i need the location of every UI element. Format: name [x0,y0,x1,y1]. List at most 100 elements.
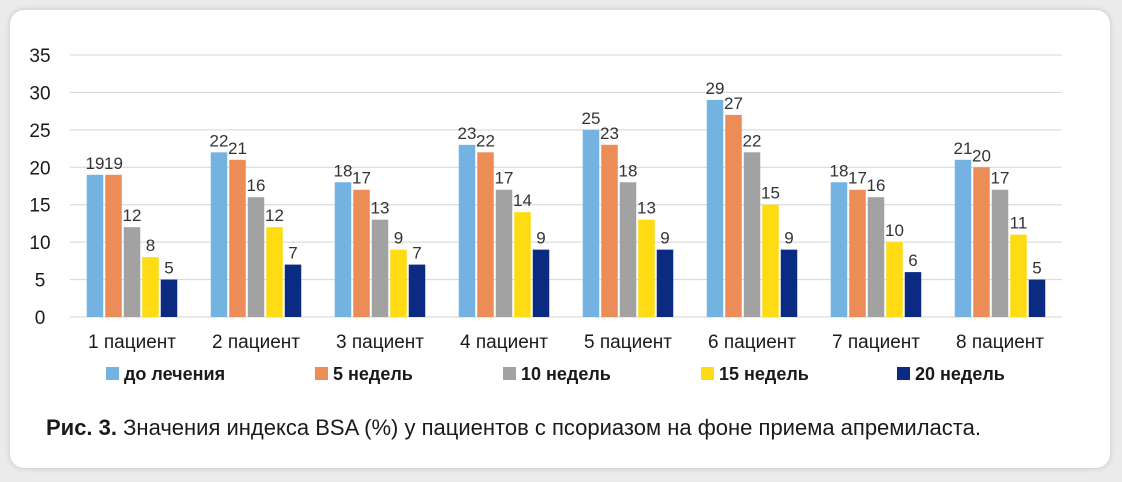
bar [266,227,283,317]
legend-swatch [315,367,328,380]
data-label: 17 [991,169,1010,188]
data-label: 18 [334,161,353,180]
data-label: 19 [104,154,123,173]
bar [371,219,389,317]
data-label: 21 [954,139,973,158]
x-tick-label: 5 пациент [584,332,672,353]
bar [123,227,141,317]
data-label: 15 [761,184,780,203]
data-label: 10 [885,221,904,240]
legend-swatch [897,367,910,380]
data-label: 20 [972,146,991,165]
bar [780,249,798,317]
data-label: 9 [660,229,669,248]
x-tick-label: 6 пациент [708,332,796,353]
y-axis-ticks: 0 5 10 15 20 25 30 35 [29,46,50,329]
bars [86,99,1046,318]
legend-label: до лечения [124,364,225,384]
bar [601,144,618,317]
x-tick-label: 2 пациент [212,332,300,353]
x-axis-ticks: 1 пациент 2 пациент 3 пациент 4 пациент 5 па… [88,332,1044,353]
bar [973,167,990,317]
bar [743,152,761,317]
bar [284,264,302,317]
legend-label: 20 недель [915,364,1005,384]
bar [886,242,903,317]
data-label: 7 [288,244,297,263]
bar [849,189,866,317]
legend: до лечения 5 недель 10 недель 15 недель 20 н… [106,364,1005,384]
bar [390,249,407,317]
x-tick-label: 8 пациент [956,332,1044,353]
bar [477,152,494,317]
bar [142,257,159,317]
data-label: 12 [265,206,284,225]
bar [1028,279,1046,317]
bar [353,189,370,317]
legend-swatch [701,367,714,380]
y-tick-label: 20 [29,158,50,179]
data-label: 9 [536,229,545,248]
data-label: 8 [146,236,155,255]
bar [830,182,848,317]
legend-label: 10 недель [521,364,611,384]
data-label: 5 [1032,259,1041,278]
data-label: 11 [1010,214,1028,233]
data-label: 17 [352,169,371,188]
legend-swatch [503,367,516,380]
data-label: 12 [123,206,142,225]
data-label: 22 [743,131,762,150]
bar [867,197,885,317]
data-label: 16 [247,176,266,195]
bar [247,197,265,317]
bar [725,114,742,317]
data-label: 17 [848,169,867,188]
data-label: 13 [637,199,656,218]
data-label: 5 [164,259,173,278]
bar [762,204,779,317]
bar [334,182,352,317]
legend-label: 15 недель [719,364,809,384]
data-label: 17 [495,169,514,188]
bar [86,174,104,317]
bar [532,249,550,317]
data-label: 27 [724,94,743,113]
bar [638,219,655,317]
data-label: 16 [867,176,886,195]
figure-card: 0 5 10 15 20 25 30 35 19 19 12 8 5 22 21 16 12 7 18 17 13 9 7… [10,10,1110,468]
bar [904,272,922,317]
bar [408,264,426,317]
y-tick-label: 30 [29,83,50,104]
bar [160,279,178,317]
bar [619,182,637,317]
data-label: 13 [371,199,390,218]
bar [105,174,122,317]
bar [495,189,513,317]
legend-swatch [106,367,119,380]
x-tick-label: 1 пациент [88,332,176,353]
data-label: 19 [86,154,105,173]
data-label: 9 [784,229,793,248]
data-label: 22 [476,131,495,150]
figure-caption: Рис. 3. Значения индекса BSA (%) у пацие… [46,415,981,441]
legend-label: 5 недель [333,364,413,384]
data-label: 9 [394,229,403,248]
data-label: 23 [458,124,477,143]
x-tick-label: 4 пациент [460,332,548,353]
bar [991,189,1009,317]
data-label: 18 [830,161,849,180]
bar [656,249,674,317]
bar [954,159,972,317]
data-label: 18 [619,161,638,180]
data-label: 7 [412,244,421,263]
data-label: 25 [582,109,601,128]
data-label: 21 [228,139,247,158]
bar [210,152,228,317]
y-tick-label: 10 [29,233,50,254]
y-tick-label: 35 [29,46,50,67]
bar [458,144,476,317]
y-tick-label: 15 [29,196,50,217]
y-tick-label: 5 [35,271,46,292]
